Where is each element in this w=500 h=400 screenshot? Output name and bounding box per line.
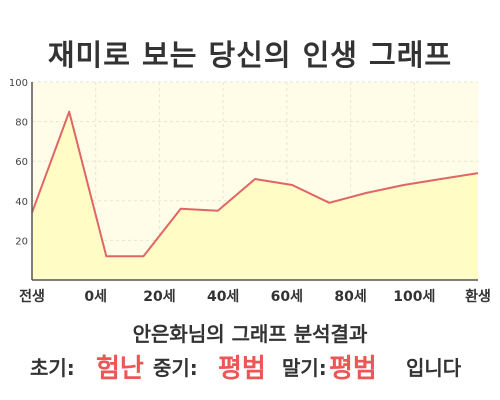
y-tick-label: 20 (15, 236, 28, 247)
early-label: 초기: (30, 356, 75, 380)
series-line (31, 110, 479, 258)
late-label: 말기: (282, 356, 327, 380)
y-tick-label: 40 (15, 197, 28, 208)
x-tick-label: 0세 (84, 289, 107, 305)
x-tick-label: 60세 (271, 289, 303, 305)
analysis-subtitle: 안은화님의 그래프 분석결과 (132, 322, 368, 346)
early-value: 험난 (96, 354, 144, 384)
y-tick-label: 60 (15, 157, 28, 168)
result-ending: 입니다 (406, 356, 462, 380)
x-tick-label: 80세 (334, 289, 366, 305)
mid-label: 중기: (153, 356, 198, 380)
analysis-result: 초기: 험난 중기: 평범 말기: 평범 입니다 (0, 344, 500, 384)
x-tick-label: 100세 (393, 289, 435, 305)
x-tick-label: 20세 (143, 289, 175, 305)
y-tick-label: 100 (9, 78, 28, 89)
y-tick-label: 80 (15, 118, 28, 129)
late-value: 평범 (329, 354, 377, 384)
x-tick-label: 환생 (465, 288, 491, 305)
x-tick-label: 40세 (207, 289, 239, 305)
series-area (32, 111, 478, 280)
page-title: 재미로 보는 당신의 인생 그래프 (47, 38, 453, 72)
mid-value: 평범 (218, 354, 266, 384)
x-tick-label: 전생 (19, 288, 45, 305)
